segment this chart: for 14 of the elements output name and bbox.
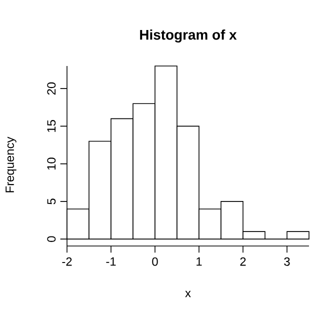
y-tick-label: 5 bbox=[47, 198, 56, 204]
x-axis-title: x bbox=[185, 290, 191, 298]
y-tick-label: 20 bbox=[47, 82, 56, 95]
x-tick-label: 3 bbox=[284, 257, 290, 266]
y-tick-label: 0 bbox=[47, 236, 56, 242]
y-tick-label: 15 bbox=[47, 120, 56, 132]
x-tick-label: 0 bbox=[152, 257, 158, 266]
y-tick-label: 10 bbox=[47, 158, 56, 170]
x-tick-label: -2 bbox=[62, 257, 72, 266]
x-tick-label: 1 bbox=[196, 257, 202, 266]
chart-title: Histogram of x bbox=[140, 29, 237, 43]
x-tick-label: -1 bbox=[106, 257, 116, 266]
x-tick-label: 2 bbox=[240, 257, 246, 266]
y-axis-title: Frequency bbox=[6, 136, 16, 192]
